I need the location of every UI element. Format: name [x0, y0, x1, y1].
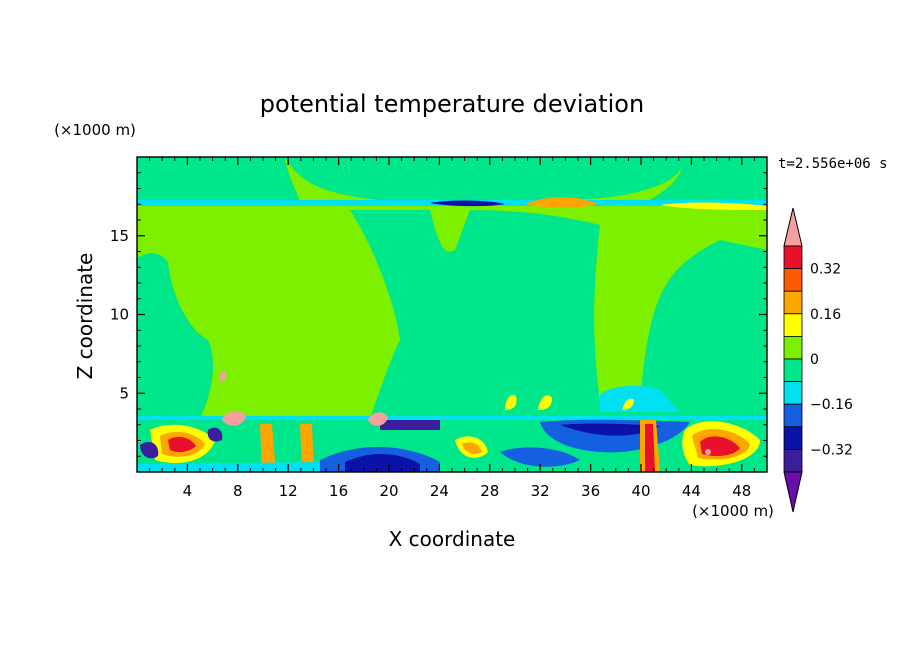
- tropopause-cold-patch: [430, 200, 505, 207]
- x-tick-label-5: 24: [430, 482, 449, 500]
- cold-pocket-right: [600, 385, 680, 412]
- bl-warm-right-peak: [705, 449, 711, 455]
- x-tick-label-4: 20: [379, 482, 398, 500]
- x-tick-label-3: 16: [329, 482, 348, 500]
- bl-pink-blob-2: [368, 412, 388, 426]
- y-tick-label-0: 5: [119, 384, 129, 402]
- x-tick-label-9: 40: [631, 482, 650, 500]
- y-axis-ticks: 5 10 15: [110, 172, 767, 457]
- bl-purple-left-2: [207, 427, 223, 442]
- colorbar-label-2: 0: [810, 352, 819, 368]
- y-tick-label-2: 15: [110, 227, 129, 245]
- y-axis-label: Z coordinate: [73, 253, 97, 380]
- colorbar-swatch-6: [783, 381, 803, 405]
- colorbar-max-arrow: [783, 207, 803, 247]
- colorbar-label-4: −0.32: [810, 442, 853, 458]
- warm-bubble-2: [538, 395, 552, 410]
- bl-cold-lower-core: [345, 453, 420, 472]
- x-tick-label-0: 4: [183, 482, 193, 500]
- bl-pink-blob-1: [222, 411, 246, 426]
- y-unit-label: (×1000 m): [54, 121, 136, 139]
- warm-thermal: [219, 371, 226, 382]
- upper-green-left: [137, 157, 300, 205]
- upper-green-right: [640, 157, 767, 205]
- tropopause-warm-patch-2: [660, 202, 767, 210]
- colorbar-swatch-3: [783, 313, 803, 337]
- colorbar-swatch-0: [783, 245, 803, 270]
- warm-bubble-1: [505, 394, 517, 410]
- colorbar-min-arrow: [783, 471, 803, 513]
- colorbar-swatch-5: [783, 358, 803, 383]
- time-label: t=2.556e+06 s: [778, 156, 888, 172]
- tropopause-warm-patch: [525, 197, 598, 208]
- x-tick-label-6: 28: [480, 482, 499, 500]
- upper-warm-region: [137, 157, 767, 418]
- x-tick-label-7: 32: [531, 482, 550, 500]
- colorbar: 0.32 0.16 0 −0.16 −0.32: [783, 207, 853, 513]
- bl-interface: [137, 416, 767, 420]
- colorbar-label-3: −0.16: [810, 397, 853, 413]
- bl-warm-patch-mid-core: [462, 442, 482, 454]
- x-tick-label-10: 44: [682, 482, 701, 500]
- bl-warm-col-1-core: [645, 424, 655, 472]
- bl-cold-mid: [500, 447, 580, 467]
- colorbar-swatch-7: [783, 403, 803, 428]
- x-tick-label-11: 48: [732, 482, 751, 500]
- bl-warm-cols: [260, 424, 314, 472]
- y-tick-label-1: 10: [110, 306, 129, 324]
- colorbar-swatch-1: [783, 268, 803, 292]
- warm-bubble-3: [622, 398, 634, 410]
- colorbar-swatch-2: [783, 290, 803, 315]
- bl-cold-pool-right-core: [560, 423, 660, 436]
- bl-purple-left: [140, 442, 159, 459]
- colorbar-swatch-8: [783, 426, 803, 450]
- chart-title: potential temperature deviation: [260, 90, 644, 118]
- x-axis-label: X coordinate: [389, 527, 516, 551]
- x-axis-ticks: 4 8 12 16 20 24 28 32 36 40 44 48: [149, 157, 755, 500]
- bl-blue-strip: [137, 462, 320, 472]
- x-tick-label-1: 8: [233, 482, 243, 500]
- colorbar-swatch-4: [783, 335, 803, 360]
- bl-cold-strip: [380, 420, 440, 430]
- colorbar-label-1: 0.16: [810, 307, 841, 323]
- colorbar-label-0: 0.32: [810, 262, 841, 278]
- contour-field: [137, 157, 767, 472]
- bl-warm-left-core: [168, 436, 196, 453]
- x-tick-label-2: 12: [279, 482, 298, 500]
- colorbar-swatch-9: [783, 448, 803, 473]
- x-tick-label-8: 36: [581, 482, 600, 500]
- tropopause-band-light: [137, 206, 767, 210]
- x-unit-label: (×1000 m): [692, 502, 774, 520]
